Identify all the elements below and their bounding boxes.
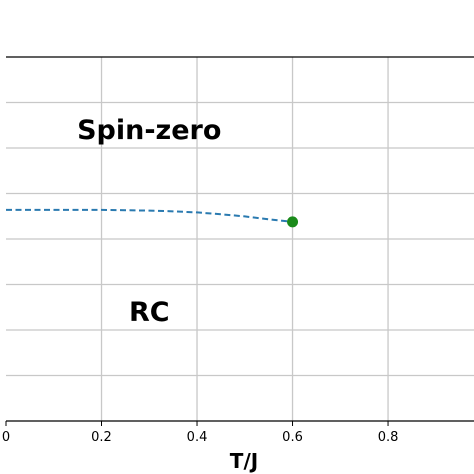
axes-layer <box>6 56 474 422</box>
grid-layer <box>6 57 474 421</box>
x-axis-label: T/J <box>230 449 258 473</box>
x-tick-label-3: 0.6 <box>282 430 303 445</box>
x-tick-label-4: 0.8 <box>378 430 399 445</box>
x-tick-label-0: 0 <box>2 430 10 445</box>
region-label-1: RC <box>129 297 170 328</box>
critical-point-0 <box>287 216 299 228</box>
ticks-layer: 0 0.2 0.4 0.6 0.8 <box>2 421 399 445</box>
annotations-layer: Spin-zero RC <box>77 115 221 328</box>
x-tick-label-2: 0.4 <box>187 430 208 445</box>
series-line-0 <box>6 208 293 223</box>
region-label-0: Spin-zero <box>77 115 221 146</box>
x-tick-label-1: 0.2 <box>91 430 112 445</box>
points-layer <box>287 216 299 228</box>
series-layer <box>6 208 293 223</box>
